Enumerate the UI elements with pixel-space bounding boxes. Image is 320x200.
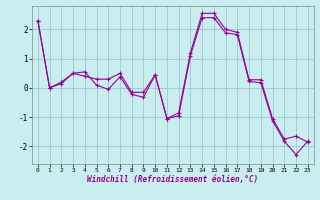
X-axis label: Windchill (Refroidissement éolien,°C): Windchill (Refroidissement éolien,°C) bbox=[87, 175, 258, 184]
